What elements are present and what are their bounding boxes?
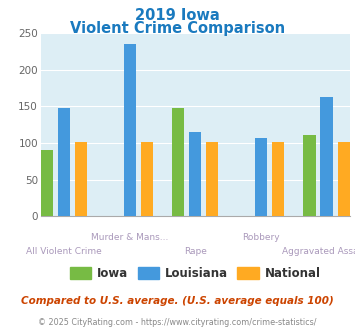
Text: Aggravated Assault: Aggravated Assault — [282, 247, 355, 256]
Text: Murder & Mans...: Murder & Mans... — [91, 233, 168, 242]
Bar — [75, 142, 87, 216]
Bar — [338, 142, 350, 216]
Bar — [58, 109, 70, 216]
Legend: Iowa, Louisiana, National: Iowa, Louisiana, National — [65, 262, 325, 285]
Bar — [189, 132, 201, 216]
Bar — [172, 109, 184, 216]
Text: Violent Crime Comparison: Violent Crime Comparison — [70, 21, 285, 36]
Text: 2019 Iowa: 2019 Iowa — [135, 8, 220, 23]
Bar — [206, 142, 218, 216]
Bar — [124, 44, 136, 216]
Text: Robbery: Robbery — [242, 233, 280, 242]
Bar — [255, 138, 267, 216]
Text: Compared to U.S. average. (U.S. average equals 100): Compared to U.S. average. (U.S. average … — [21, 296, 334, 306]
Bar — [304, 135, 316, 216]
Text: © 2025 CityRating.com - https://www.cityrating.com/crime-statistics/: © 2025 CityRating.com - https://www.city… — [38, 318, 317, 327]
Bar — [41, 150, 53, 216]
Bar — [141, 142, 153, 216]
Bar — [272, 142, 284, 216]
Text: Rape: Rape — [184, 247, 207, 256]
Text: All Violent Crime: All Violent Crime — [26, 247, 102, 256]
Bar — [321, 97, 333, 216]
